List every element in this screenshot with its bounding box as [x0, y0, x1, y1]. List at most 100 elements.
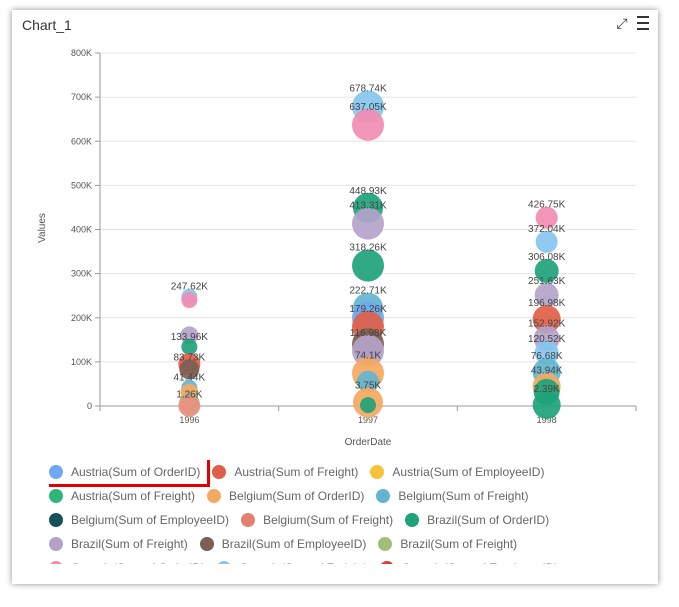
- legend-item[interactable]: Belgium(Sum of Freight): [241, 513, 393, 527]
- legend-item[interactable]: Austria(Sum of Freight): [49, 489, 195, 503]
- legend-item[interactable]: Canada(Sum of OrderID): [49, 561, 205, 564]
- legend-item[interactable]: Brazil(Sum of OrderID): [405, 513, 549, 527]
- data-label: 74.1K: [355, 350, 381, 361]
- legend-marker-icon: [49, 489, 63, 503]
- y-tick-label: 600K: [71, 136, 92, 146]
- data-label: 2.39K: [534, 384, 560, 395]
- legend: Austria(Sum of OrderID) Austria(Sum of Fr…: [49, 460, 649, 564]
- bubble[interactable]: [352, 334, 384, 367]
- bubble[interactable]: [179, 359, 200, 380]
- legend-marker-icon: [405, 513, 420, 527]
- data-label: 222.71K: [349, 286, 387, 297]
- bubble[interactable]: [534, 340, 559, 365]
- legend-item[interactable]: Belgium(Sum of OrderID): [207, 489, 364, 503]
- legend-marker-icon: [49, 537, 63, 551]
- legend-item[interactable]: Austria(Sum of EmployeeID): [370, 465, 544, 479]
- y-tick-label: 300K: [71, 269, 92, 279]
- legend-label: Austria(Sum of Freight): [234, 465, 359, 479]
- bubble[interactable]: [352, 108, 384, 141]
- bubble[interactable]: [357, 370, 379, 393]
- legend-item[interactable]: Canada(Sum of EmployeeID): [379, 561, 559, 564]
- bubble[interactable]: [534, 282, 559, 307]
- data-label: 448.93K: [349, 186, 387, 197]
- legend-item[interactable]: Brazil(Sum of Freight): [49, 537, 188, 551]
- y-axis-ticks: 0 100K 200K 300K 400K 500K 600K 700K 800K: [71, 48, 100, 411]
- data-label: 678.74K: [349, 84, 387, 95]
- x-tick-label: 1998: [537, 415, 557, 425]
- legend-marker-icon: [199, 537, 214, 551]
- legend-marker-icon: [207, 489, 222, 503]
- data-label: 426.75K: [528, 200, 566, 211]
- x-axis-title: OrderDate: [345, 437, 392, 448]
- bubbles: [178, 90, 561, 419]
- legend-marker-icon: [378, 537, 393, 551]
- x-tick-label: 1997: [358, 415, 378, 425]
- chart-title: Chart_1: [22, 17, 72, 33]
- data-label: 120.52K: [528, 334, 566, 345]
- legend-label: Canada(Sum of OrderID): [71, 561, 205, 564]
- y-tick-label: 700K: [71, 92, 92, 102]
- bubble[interactable]: [352, 249, 384, 282]
- data-label: 1.26K: [176, 389, 202, 400]
- data-label: 372.04K: [528, 224, 566, 235]
- legend-row: Belgium(Sum of EmployeeID) Belgium(Sum of…: [49, 508, 649, 532]
- legend-marker-icon: [241, 513, 256, 527]
- data-label: 152.92K: [528, 319, 566, 330]
- legend-label: Belgium(Sum of EmployeeID): [71, 513, 230, 527]
- data-label: 41.44K: [173, 373, 205, 384]
- x-axis-ticks: 1996 1997 1998: [99, 406, 637, 425]
- y-tick-label: 400K: [71, 225, 92, 235]
- legend-label: Austria(Sum of OrderID): [71, 465, 201, 479]
- legend-item[interactable]: Belgium(Sum of EmployeeID): [49, 513, 229, 527]
- y-axis-title: Values: [37, 213, 48, 243]
- bubble[interactable]: [181, 292, 198, 309]
- legend-label: Canada(Sum of Freight): [239, 561, 368, 564]
- bubble[interactable]: [180, 326, 199, 345]
- legend-marker-icon: [376, 489, 391, 503]
- data-label: 76.68K: [531, 351, 563, 362]
- bubble[interactable]: [535, 206, 558, 229]
- bubble[interactable]: [534, 258, 559, 283]
- data-label: 251.63K: [528, 276, 566, 287]
- data-label: 196.98K: [528, 298, 566, 309]
- data-label: 413.31K: [349, 201, 387, 212]
- y-tick-label: 800K: [71, 48, 92, 58]
- legend-item[interactable]: Brazil(Sum of Freight): [378, 537, 517, 551]
- data-label: 43.94K: [531, 366, 563, 377]
- bubble[interactable]: [360, 397, 376, 414]
- legend-label: Belgium(Sum of Freight): [263, 513, 394, 527]
- data-label: 83.73K: [173, 352, 205, 363]
- bubble[interactable]: [535, 230, 558, 253]
- data-label: 637.05K: [349, 102, 387, 113]
- bubble[interactable]: [532, 390, 561, 419]
- legend-marker-icon: [49, 465, 63, 479]
- legend-item[interactable]: Belgium(Sum of Freight): [376, 489, 528, 503]
- data-label: 116.98K: [350, 328, 387, 339]
- data-labels: 247.62K 133.96K 83.73K 41.44K 1.26K 678.74K 63…: [171, 84, 566, 401]
- bubble[interactable]: [181, 338, 198, 355]
- legend-item[interactable]: Brazil(Sum of EmployeeID): [199, 537, 367, 551]
- legend-label: Belgium(Sum of OrderID): [229, 489, 365, 503]
- data-label: 3.75K: [355, 380, 381, 391]
- data-label: 247.62K: [171, 282, 209, 293]
- legend-marker-icon: [217, 561, 232, 564]
- legend-marker-icon: [212, 465, 227, 479]
- menu-icon[interactable]: [634, 14, 652, 32]
- bubble[interactable]: [352, 207, 384, 240]
- y-tick-label: 100K: [71, 357, 92, 367]
- legend-label: Brazil(Sum of Freight): [400, 537, 518, 551]
- legend-item[interactable]: Austria(Sum of Freight): [212, 465, 358, 479]
- expand-icon[interactable]: ⤢: [616, 14, 628, 31]
- legend-item[interactable]: Canada(Sum of Freight): [217, 561, 368, 564]
- chart-panel: Chart_1 ⤢ 0 100K 200K 300K 400K 500K 600K 700K 8…: [12, 10, 658, 584]
- legend-row: Austria(Sum of Freight) Belgium(Sum of Or…: [49, 484, 649, 508]
- legend-item[interactable]: Austria(Sum of OrderID): [49, 460, 211, 487]
- legend-label: Brazil(Sum of Freight): [71, 537, 188, 551]
- bubble[interactable]: [178, 394, 201, 417]
- y-tick-label: 500K: [71, 180, 92, 190]
- legend-label: Brazil(Sum of EmployeeID): [221, 537, 367, 551]
- legend-label: Canada(Sum of EmployeeID): [402, 561, 559, 564]
- bubble[interactable]: [532, 305, 561, 334]
- y-tick-label: 200K: [71, 313, 92, 323]
